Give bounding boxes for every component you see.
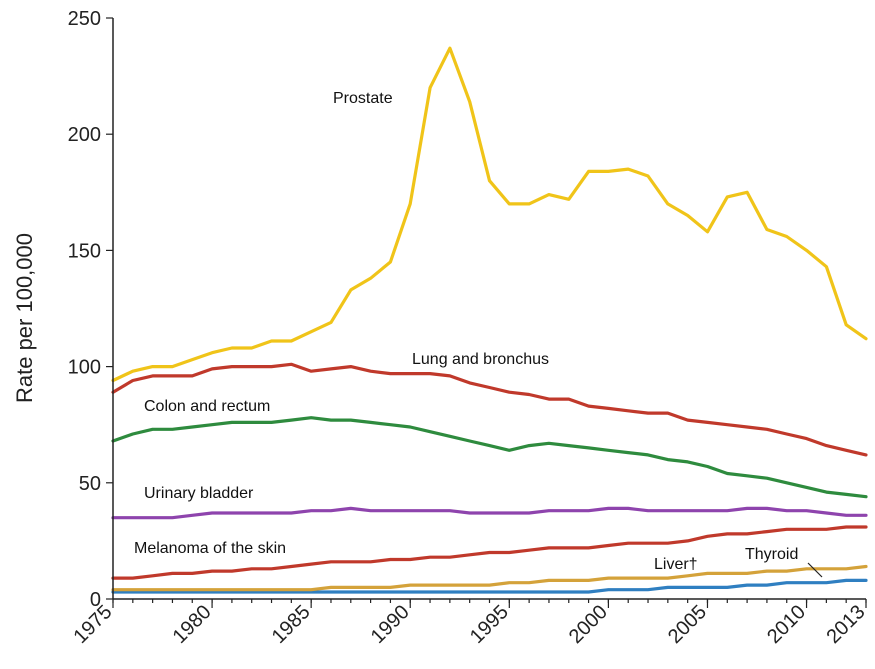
- series-labels: Prostate Lung and bronchus Colon and rectu…: [134, 90, 823, 578]
- series-label: Urinary bladder: [144, 485, 254, 502]
- series-label: Lung and bronchus: [412, 351, 549, 368]
- y-tick-label: 100: [68, 357, 101, 379]
- series-label: Colon and rectum: [144, 398, 270, 415]
- x-tick-label: 2010: [763, 601, 810, 648]
- x-tick-label: 2005: [664, 601, 711, 648]
- x-tick-label: 1985: [268, 601, 315, 648]
- series-line-0: [111, 46, 868, 383]
- series-line-3: [111, 506, 868, 520]
- series-label: Melanoma of the skin: [134, 540, 286, 557]
- y-axis-title: Rate per 100,000: [12, 233, 37, 403]
- thyroid-leader-line: [807, 562, 823, 578]
- series-line-4: [111, 525, 868, 580]
- y-tick-label: 50: [79, 473, 101, 495]
- series-label: Thyroid: [745, 546, 798, 563]
- series-line-6: [111, 578, 868, 594]
- series-label: Liver†: [654, 556, 698, 573]
- series-line-5: [111, 564, 868, 592]
- y-tick-label: 150: [68, 240, 101, 262]
- y-tick-label: 200: [68, 124, 101, 146]
- y-tick-label: 0: [90, 589, 101, 611]
- series-line-1: [111, 362, 868, 457]
- x-tick-label: 2013: [823, 601, 870, 648]
- series-line-2: [111, 416, 868, 499]
- x-tick-label: 1990: [367, 601, 414, 648]
- series-label: Prostate: [333, 90, 393, 107]
- series-lines: [111, 46, 868, 594]
- x-tick-label: 1975: [70, 601, 117, 648]
- x-tick-label: 1995: [466, 601, 513, 648]
- x-tick-label: 2000: [565, 601, 612, 648]
- y-tick-label: 250: [68, 8, 101, 30]
- x-tick-label: 1980: [169, 601, 216, 648]
